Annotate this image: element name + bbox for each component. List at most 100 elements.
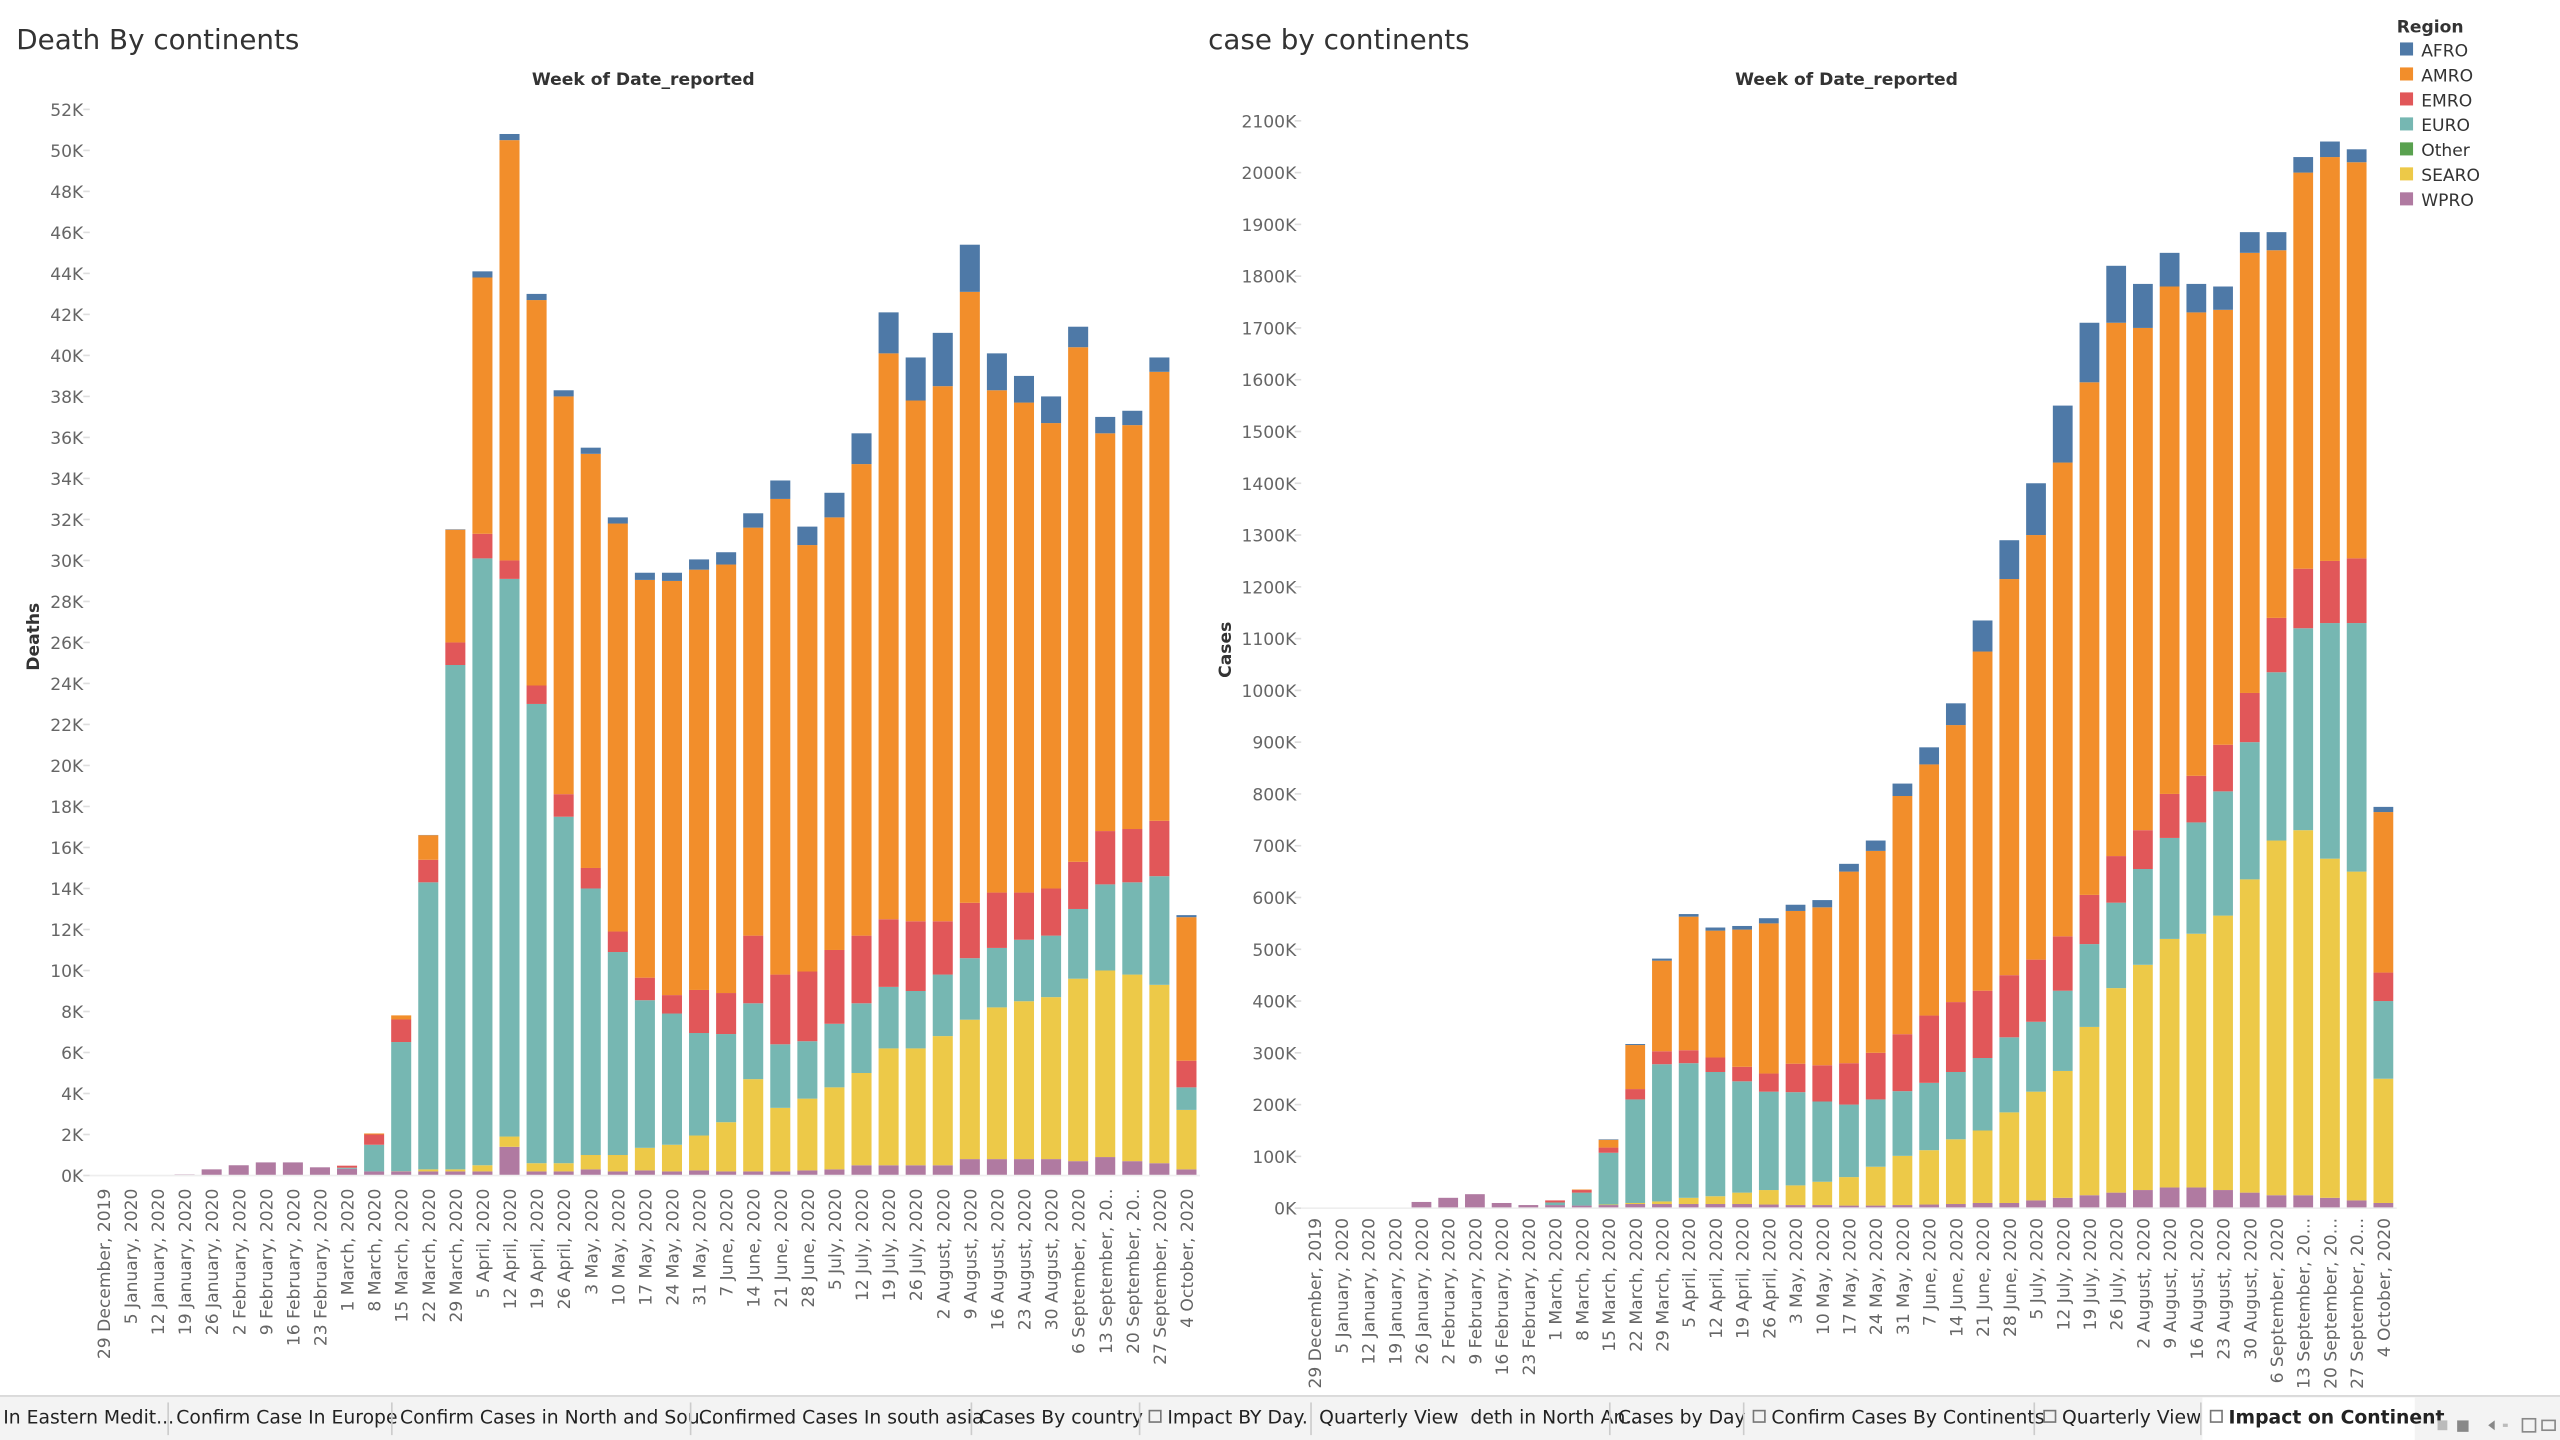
bar-segment <box>1812 1181 1833 1206</box>
bar-segment <box>1625 1089 1646 1100</box>
bar-segment <box>2346 1200 2367 1209</box>
x-tick-label: 12 July, 2020 <box>2054 1218 2074 1331</box>
y-tick-label: 4K <box>61 1085 84 1105</box>
tab[interactable]: Confirm Cases By Continents <box>1771 1408 2044 1429</box>
y-tick-label: 1300K <box>1242 527 1298 547</box>
x-tick-label: 24 May, 2020 <box>664 1189 684 1306</box>
x-tick-label: 10 May, 2020 <box>609 1189 629 1306</box>
bar-segment <box>959 1159 980 1176</box>
bar-segment <box>337 1165 358 1168</box>
bar-segment <box>1812 900 1833 908</box>
bar-segment <box>851 433 872 465</box>
x-tick-label: 22 March, 2020 <box>420 1189 440 1323</box>
x-tick-label: 3 May, 2020 <box>1787 1218 1807 1324</box>
bar-segment <box>905 400 926 922</box>
bar-segment <box>2052 1070 2073 1198</box>
tab[interactable]: Cases by Day <box>1618 1408 1746 1429</box>
bar-segment <box>797 526 818 546</box>
bar-segment <box>634 579 655 978</box>
bar-segment <box>1095 433 1116 832</box>
y-tick-label: 24K <box>50 675 84 695</box>
x-tick-label: 15 March, 2020 <box>393 1189 413 1323</box>
bar-segment <box>2133 964 2153 1191</box>
bar-segment <box>878 353 899 920</box>
x-tick-label: 1 March, 2020 <box>339 1189 359 1312</box>
x-tick-label: 5 July, 2020 <box>2028 1218 2048 1320</box>
bar-segment <box>1013 892 1035 940</box>
bar-segment <box>1095 831 1116 885</box>
bar-segment <box>1545 1202 1565 1206</box>
y-tick-label: 1800K <box>1242 268 1298 288</box>
bar-segment <box>1892 1034 1913 1092</box>
bar-segment <box>1041 888 1062 936</box>
bar-segment <box>2079 322 2100 383</box>
legend-swatch <box>2400 167 2414 181</box>
bar-segment <box>2186 312 2207 776</box>
bar-segment <box>1812 1101 1833 1182</box>
y-tick-label: 1200K <box>1242 578 1298 598</box>
active-tab[interactable] <box>2202 1397 2415 1440</box>
y-tick-label: 16K <box>50 839 84 859</box>
bar-segment <box>797 1041 818 1099</box>
bar-segment <box>418 835 439 860</box>
x-tick-label: 10 May, 2020 <box>1814 1218 1834 1335</box>
bar-segment <box>1652 1064 1672 1202</box>
bar-segment <box>2052 462 2073 937</box>
bar-segment <box>364 1134 385 1145</box>
x-tick-label: 4 October, 2020 <box>2375 1218 2395 1357</box>
tab[interactable]: In Eastern Medit... <box>3 1408 174 1429</box>
tab[interactable]: Cases By country <box>980 1408 1143 1429</box>
x-tick-label: 16 February, 2020 <box>1493 1218 1513 1376</box>
x-tick-label: 26 April, 2020 <box>555 1189 575 1310</box>
bar-segment <box>2293 568 2314 629</box>
x-tick-label: 12 April, 2020 <box>1707 1218 1727 1339</box>
tab[interactable]: Confirm Cases in North and Sou... <box>400 1408 718 1429</box>
bar-segment <box>2186 933 2207 1188</box>
legend-label: AMRO <box>2421 66 2473 86</box>
bar-segment <box>201 1169 222 1176</box>
tab[interactable]: Impact on Continent <box>2229 1408 2445 1429</box>
legend-swatch <box>2400 117 2414 131</box>
x-tick-label: 12 January, 2020 <box>149 1189 169 1336</box>
y-tick-label: 1700K <box>1242 319 1298 339</box>
bar-segment <box>1095 416 1116 434</box>
bar-segment <box>1732 1081 1752 1193</box>
bar-segment <box>634 1147 655 1171</box>
tab[interactable]: Confirm Case In Europe <box>176 1408 397 1429</box>
bar-segment <box>472 1165 493 1172</box>
tab[interactable]: Confirmed Cases In south asia <box>699 1408 984 1429</box>
bar-segment <box>1945 1002 1966 1072</box>
x-tick-label: 2 February, 2020 <box>230 1189 250 1336</box>
bar-segment <box>1839 1205 1859 1209</box>
tab[interactable]: Quarterly View <box>2062 1408 2201 1429</box>
bar-segment <box>1705 927 1726 931</box>
bar-segment <box>851 935 872 1004</box>
bar-segment <box>2106 322 2127 857</box>
bar-segment <box>1678 914 1699 917</box>
x-tick-label: 21 June, 2020 <box>1974 1218 1994 1337</box>
legend-title: Region <box>2397 18 2464 38</box>
bar-segment <box>770 1107 791 1172</box>
x-tick-label: 29 March, 2020 <box>447 1189 467 1323</box>
bar-segment <box>1122 425 1143 830</box>
bar-segment <box>1705 1071 1726 1197</box>
x-tick-label: 5 January, 2020 <box>1333 1218 1353 1354</box>
bar-segment <box>1839 871 1859 1064</box>
bar-segment <box>689 1135 710 1171</box>
bar-segment <box>743 1171 764 1176</box>
bar-segment <box>580 888 601 1156</box>
bar-segment <box>2106 902 2127 989</box>
bar-segment <box>2320 560 2340 624</box>
x-tick-label: 27 September, 20... <box>2348 1218 2368 1389</box>
tab[interactable]: Impact BY Day. <box>1167 1408 1308 1429</box>
bar-segment <box>418 1169 439 1172</box>
tab[interactable]: Quarterly View deth in North An... <box>1319 1408 1643 1429</box>
bar-segment <box>661 1013 682 1145</box>
bar-segment <box>1625 1099 1646 1203</box>
x-tick-label: 14 June, 2020 <box>745 1189 765 1308</box>
bar-segment <box>878 1048 899 1166</box>
bar-segment <box>824 517 845 950</box>
bar-segment <box>1095 884 1116 971</box>
x-tick-label: 26 July, 2020 <box>2108 1218 2128 1331</box>
bar-segment <box>2106 265 2127 323</box>
